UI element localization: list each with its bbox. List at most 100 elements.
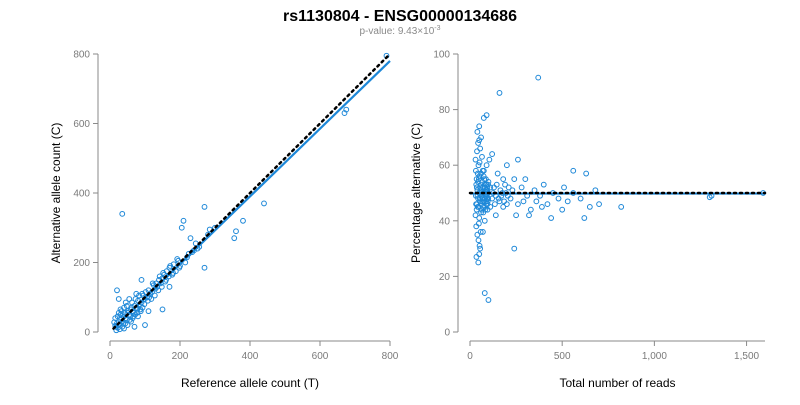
data-point (130, 313, 137, 320)
data-point (178, 224, 185, 231)
data-point (475, 176, 482, 183)
data-point (129, 299, 135, 306)
data-point (148, 296, 155, 302)
data-point (134, 309, 140, 316)
data-point (522, 176, 529, 183)
data-point (127, 316, 133, 323)
data-point (119, 210, 126, 217)
data-point (515, 201, 521, 208)
x-tick-label: 1,000 (642, 351, 667, 362)
data-point (166, 283, 173, 290)
data-point (494, 170, 501, 177)
p-value-exponent: -3 (434, 25, 440, 32)
data-point (118, 308, 125, 315)
data-point (132, 296, 139, 302)
x-tick-label: 800 (382, 351, 399, 362)
allele-count-scatter-panel: 0 200 400 600 800 0 200 400 600 800 Reference alle… (49, 50, 399, 391)
y-tick-label: 20 (439, 272, 451, 283)
data-point (481, 176, 488, 183)
data-point (473, 167, 479, 174)
data-point (581, 215, 588, 221)
data-point (163, 268, 170, 275)
data-point (511, 176, 518, 183)
data-point (201, 204, 208, 210)
reference-line (112, 52, 392, 330)
data-point (544, 201, 551, 208)
data-point (476, 242, 483, 249)
data-point (483, 162, 490, 169)
data-point (476, 159, 483, 166)
data-point (533, 198, 540, 205)
data-point (122, 320, 129, 327)
data-point (159, 306, 166, 313)
data-point (158, 283, 165, 290)
data-point (142, 289, 149, 295)
x-tick-label: 500 (554, 351, 571, 362)
data-point (475, 178, 481, 185)
data-point (231, 235, 238, 242)
data-point (483, 112, 490, 119)
data-point (484, 201, 491, 208)
data-point (479, 167, 486, 174)
y-tick-label: 100 (433, 50, 450, 61)
data-point (513, 212, 519, 219)
data-point (503, 162, 510, 169)
data-point (180, 217, 187, 224)
data-point (618, 204, 625, 210)
data-point (476, 251, 483, 258)
x-tick-label: 600 (312, 351, 329, 362)
data-point (476, 173, 483, 180)
data-point (113, 327, 120, 334)
data-point (515, 156, 521, 163)
data-point (475, 140, 482, 146)
data-point (511, 245, 518, 252)
data-point (475, 162, 482, 169)
data-point (139, 304, 146, 311)
data-point (482, 176, 489, 183)
data-point (233, 228, 239, 235)
data-point (474, 148, 480, 155)
percentage-alternative-scatter-panel: 0 500 1,000 1,500 0 20 40 60 80 100 Total number o… (409, 50, 767, 390)
p-value-text: p-value: 9.43×10 (359, 26, 434, 37)
data-point (481, 290, 488, 296)
data-point (473, 254, 480, 260)
data-point (507, 195, 514, 202)
data-point (540, 181, 547, 188)
data-point (500, 204, 507, 210)
y-tick-label: 80 (439, 105, 451, 116)
data-point (583, 170, 590, 177)
data-point (520, 198, 527, 205)
data-point (586, 204, 593, 210)
data-point (505, 184, 512, 191)
data-point (341, 110, 348, 116)
data-point (477, 229, 484, 235)
data-point (527, 206, 534, 213)
data-point (142, 322, 148, 328)
data-point (114, 313, 121, 320)
data-point (478, 134, 484, 141)
y-axis-title: Percentage alternative (C) (409, 123, 423, 263)
data-point (115, 296, 122, 302)
data-point (136, 292, 142, 299)
data-point (495, 195, 502, 202)
x-axis-title: Reference allele count (T) (181, 376, 319, 390)
data-point (483, 181, 490, 188)
data-point (479, 153, 485, 160)
chart-title: rs1130804 - ENSG00000134686 (283, 8, 517, 25)
data-point (131, 323, 138, 330)
data-point (122, 299, 129, 306)
data-point (138, 276, 145, 283)
data-point (500, 176, 507, 183)
data-point (201, 264, 208, 271)
data-point (240, 217, 246, 224)
data-point (502, 181, 508, 188)
data-point (121, 325, 127, 332)
y-tick-label: 400 (73, 189, 90, 200)
data-point (126, 296, 133, 302)
data-point (480, 229, 486, 235)
data-point (485, 195, 492, 202)
y-tick-label: 600 (73, 119, 90, 130)
data-point (484, 184, 491, 191)
data-point (596, 201, 602, 208)
